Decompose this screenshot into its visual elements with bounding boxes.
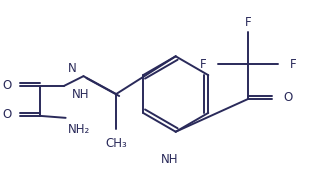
Text: O: O [284,92,293,105]
Text: CH₃: CH₃ [105,137,127,150]
Text: NH: NH [72,87,89,100]
Text: N: N [68,62,77,75]
Text: F: F [290,58,296,71]
Text: O: O [3,108,12,121]
Text: F: F [200,58,207,71]
Text: NH₂: NH₂ [68,123,90,136]
Text: O: O [3,79,12,92]
Text: F: F [245,16,251,29]
Text: NH: NH [161,153,179,166]
